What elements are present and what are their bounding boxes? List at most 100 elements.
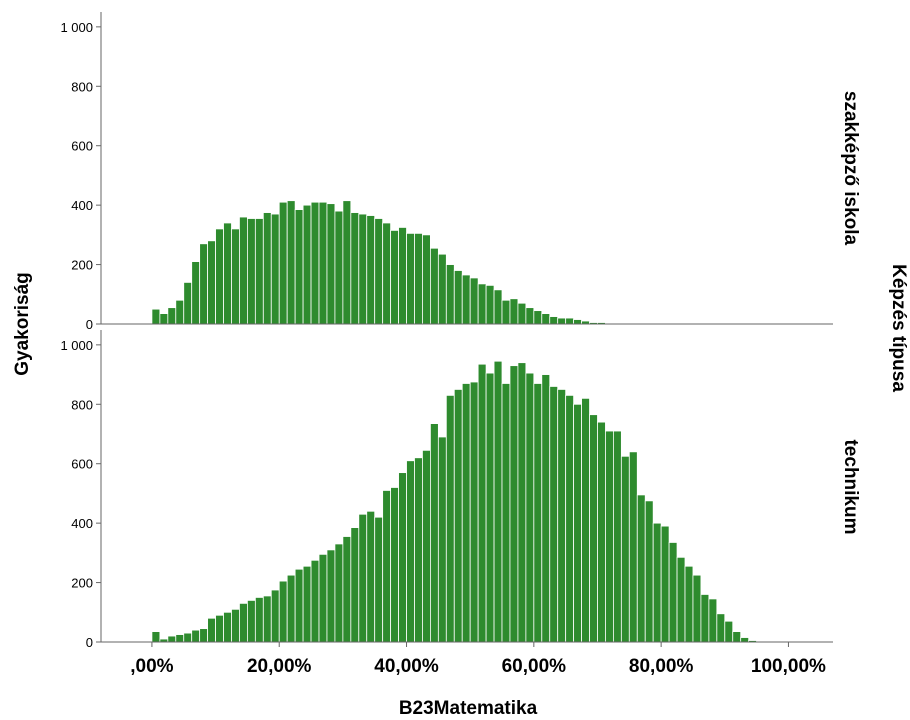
histogram-bar xyxy=(382,222,392,325)
histogram-bar xyxy=(422,449,431,643)
histogram-bar xyxy=(581,397,590,643)
histogram-bar xyxy=(429,247,439,325)
histogram-bar xyxy=(533,383,543,643)
histogram-bar xyxy=(278,201,288,325)
histogram-bar xyxy=(437,436,447,643)
histogram-bar xyxy=(191,629,201,643)
histogram-bar xyxy=(358,513,368,643)
panel-label-szakkepzo: szakképző iskola xyxy=(840,91,861,246)
histogram-bar xyxy=(589,414,598,643)
histogram-bar xyxy=(334,210,344,325)
histogram-bar xyxy=(565,317,575,325)
histogram-bar xyxy=(501,383,511,643)
histogram-bar xyxy=(223,222,232,325)
histogram-bar xyxy=(422,234,431,325)
histogram-bar xyxy=(286,574,296,643)
histogram-bar xyxy=(724,620,734,643)
histogram-bar xyxy=(732,631,742,643)
panel-technikum: 0 200 400 600 800 1 000 xyxy=(60,330,833,650)
histogram-bar xyxy=(294,209,304,325)
y-tick-label: 1 000 xyxy=(60,338,93,353)
histogram-bar xyxy=(207,617,216,643)
panel-label-technikum: technikum xyxy=(840,439,861,534)
histogram-bar xyxy=(485,284,495,325)
histogram-bar xyxy=(374,218,384,325)
x-tick-label: 40,00% xyxy=(374,656,439,677)
histogram-bar xyxy=(644,500,654,643)
histogram-bar xyxy=(429,423,439,643)
histogram-bar xyxy=(628,451,638,643)
y-tick-label: 800 xyxy=(71,79,93,94)
histogram-bar xyxy=(453,270,463,325)
histogram-bar xyxy=(350,527,360,643)
histogram-bar xyxy=(334,543,344,643)
histogram-bar xyxy=(239,602,248,643)
facet-title: Képzés típusa xyxy=(888,264,909,392)
histogram-bar xyxy=(159,313,169,325)
histogram-bar xyxy=(358,213,368,325)
histogram-bar xyxy=(366,510,376,643)
histogram-bar xyxy=(541,313,551,325)
y-tick-label: 800 xyxy=(71,397,93,412)
histogram-bar xyxy=(278,580,288,643)
histogram-bar xyxy=(406,232,415,325)
histogram-bar xyxy=(668,542,678,643)
x-axis-ticks: ,00% 20,00% 40,00% 60,00% 80,00% 100,00% xyxy=(130,642,826,677)
histogram-bar xyxy=(533,310,543,325)
y-tick-label: 400 xyxy=(71,516,93,531)
histogram-bar xyxy=(310,201,320,325)
histogram-bar xyxy=(167,307,177,325)
histogram-bar xyxy=(517,362,527,643)
histogram-bar xyxy=(485,372,495,643)
histogram-bar xyxy=(342,536,352,643)
histogram-bar xyxy=(254,218,264,325)
histogram-bar xyxy=(199,243,209,325)
histogram-bar xyxy=(549,386,559,643)
y-tick-label: 1 000 xyxy=(60,20,93,35)
panels: 0 200 400 600 800 1 000 0 200 400 600 800 1 000 xyxy=(60,12,833,650)
histogram-bar xyxy=(613,430,622,643)
histogram-bar xyxy=(517,302,527,325)
histogram-bar xyxy=(231,608,240,643)
histogram-bar xyxy=(493,360,503,643)
x-tick-label: ,00% xyxy=(130,656,173,677)
y-tick-label: 200 xyxy=(71,576,93,591)
histogram-bar xyxy=(652,522,662,643)
x-tick-label: 60,00% xyxy=(502,656,567,677)
histogram-bar xyxy=(342,200,352,325)
histogram-bar xyxy=(390,487,399,643)
histogram-bar xyxy=(509,298,519,325)
histogram-bar xyxy=(398,227,407,325)
histogram-bar xyxy=(525,307,535,325)
histogram-bar xyxy=(286,200,296,325)
histogram-bar xyxy=(215,228,224,325)
histogram-bar xyxy=(151,308,161,325)
histogram-bar xyxy=(398,472,407,643)
histogram-bar xyxy=(183,632,193,643)
histogram-bar xyxy=(167,635,177,643)
y-tick-label: 0 xyxy=(86,635,93,650)
histogram-bar xyxy=(477,363,487,643)
histogram-bar xyxy=(469,277,479,325)
histogram-bar xyxy=(557,389,567,643)
histogram-bar xyxy=(573,403,582,643)
histogram-bar xyxy=(406,460,415,643)
histogram-bar xyxy=(501,299,511,325)
histogram-bar xyxy=(350,212,360,325)
histogram-bar xyxy=(469,381,479,643)
histogram-bar xyxy=(262,212,272,325)
histogram-bar xyxy=(660,525,670,643)
histogram-bar xyxy=(477,283,487,325)
histogram-bar xyxy=(326,549,336,643)
y-tick-label: 400 xyxy=(71,198,93,213)
histogram-bar xyxy=(366,215,376,325)
histogram-bar xyxy=(461,383,471,643)
histogram-bar xyxy=(461,274,471,325)
histogram-bar xyxy=(636,494,646,643)
histogram-bar xyxy=(270,213,280,325)
histogram-bar xyxy=(549,316,559,325)
histogram-bar xyxy=(310,559,320,643)
x-tick-label: 20,00% xyxy=(247,656,312,677)
histogram-bar xyxy=(239,216,248,325)
